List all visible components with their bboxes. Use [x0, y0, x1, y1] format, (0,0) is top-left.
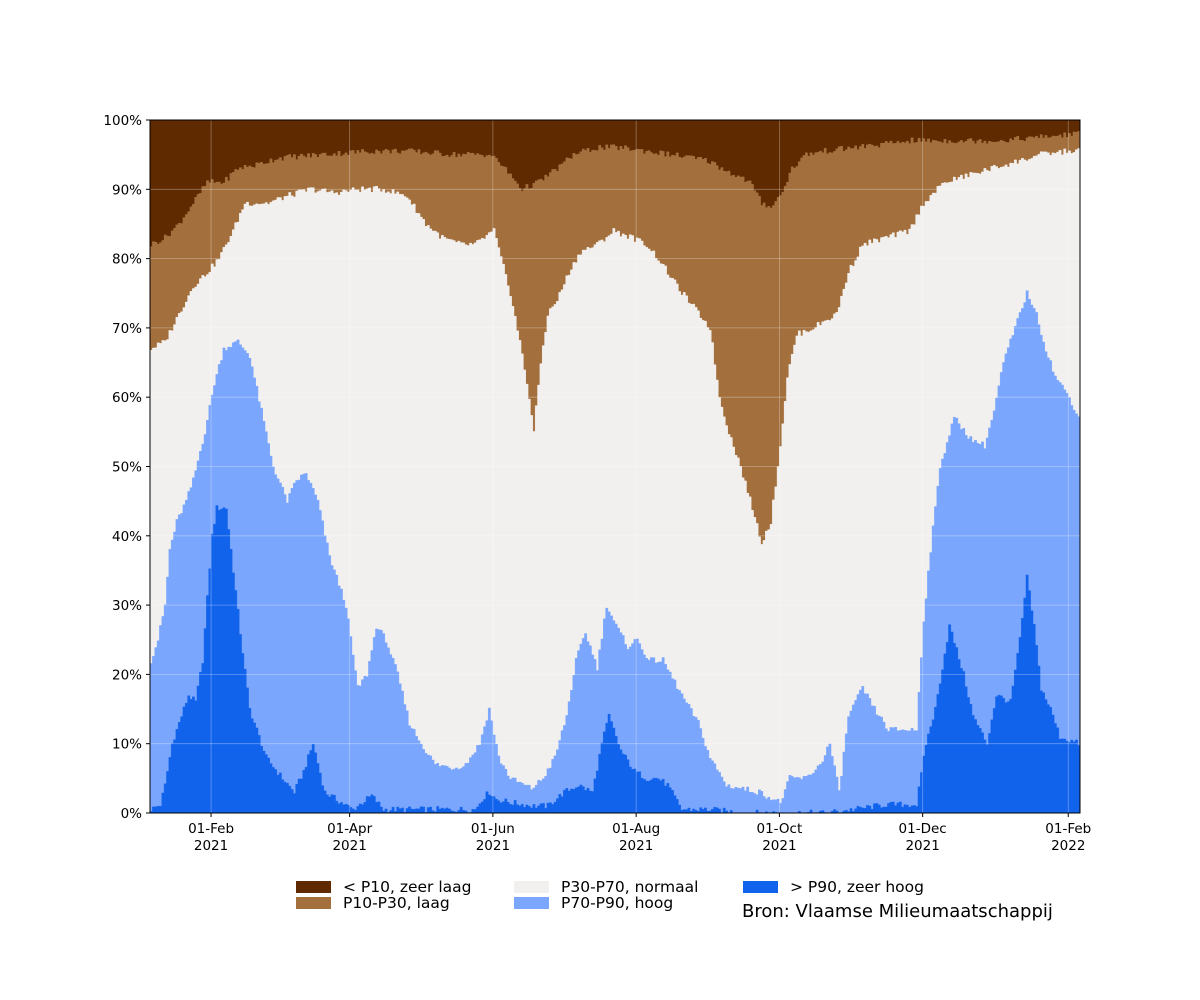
x-tick-label-year: 2021 [762, 838, 796, 854]
y-tick-label: 0% [121, 806, 143, 822]
x-tick-label-year: 2021 [619, 838, 653, 854]
legend: < P10, zeer laag P10-P30, laag P30-P70, … [296, 878, 1096, 938]
legend-swatch-normaal [514, 881, 549, 893]
legend-label-laag: P10-P30, laag [343, 894, 450, 912]
x-tick-label-day: 01-Aug [612, 821, 660, 837]
legend-item-zeer-laag: < P10, zeer laag [296, 878, 472, 896]
x-tick-label-year: 2021 [194, 838, 228, 854]
y-axis: 0% 10% 20% 30% 40% 50% 60% 70% 80% 90% 100% [103, 113, 150, 822]
y-tick-label: 70% [112, 321, 142, 337]
legend-label-zeer-hoog: > P90, zeer hoog [790, 878, 924, 896]
y-tick-label: 80% [112, 252, 142, 268]
y-tick-label: 30% [112, 598, 142, 614]
x-tick-label-year: 2022 [1051, 838, 1085, 854]
x-tick-label-day: 01-Feb [188, 821, 234, 837]
legend-item-zeer-hoog: > P90, zeer hoog [743, 878, 924, 896]
x-tick-label-day: 01-Feb [1045, 821, 1091, 837]
y-tick-label: 20% [112, 667, 142, 683]
y-tick-label: 60% [112, 390, 142, 406]
legend-item-laag: P10-P30, laag [296, 894, 450, 912]
y-tick-label: 50% [112, 460, 142, 476]
legend-swatch-hoog [514, 897, 549, 909]
legend-item-normaal: P30-P70, normaal [514, 878, 698, 896]
x-tick-label-day: 01-Dec [899, 821, 947, 837]
source-credit: Bron: Vlaamse Milieumaatschappij [742, 901, 1053, 922]
x-tick-label-day: 01-Oct [757, 821, 803, 837]
x-axis: 01-Feb202101-Apr202101-Jun202101-Aug2021… [188, 813, 1091, 854]
x-tick-label-year: 2021 [905, 838, 939, 854]
legend-label-hoog: P70-P90, hoog [561, 894, 674, 912]
legend-label-normaal: P30-P70, normaal [561, 878, 699, 896]
legend-swatch-laag [296, 897, 331, 909]
x-tick-label-year: 2021 [476, 838, 510, 854]
legend-swatch-zeer-hoog [743, 881, 778, 893]
x-tick-label-day: 01-Jun [471, 821, 515, 837]
y-tick-label: 100% [103, 113, 142, 129]
x-tick-label-year: 2021 [332, 838, 366, 854]
plot-area [149, 119, 1081, 814]
x-tick-label-day: 01-Apr [327, 821, 373, 837]
legend-label-zeer-laag: < P10, zeer laag [343, 878, 472, 896]
grid-lines [150, 119, 1080, 814]
legend-item-hoog: P70-P90, hoog [514, 894, 673, 912]
y-tick-label: 90% [112, 182, 142, 198]
legend-swatch-zeer-laag [296, 881, 331, 893]
y-tick-label: 10% [112, 737, 142, 753]
y-tick-label: 40% [112, 529, 142, 545]
